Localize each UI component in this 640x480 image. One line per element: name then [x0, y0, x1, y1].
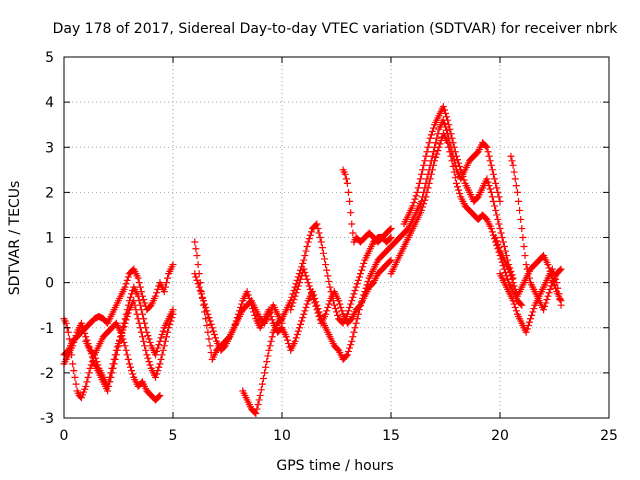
series-arc-4	[82, 283, 177, 395]
chart-title: Day 178 of 2017, Sidereal Day-to-day VTE…	[53, 21, 619, 37]
y-tick-label: 5	[45, 50, 54, 66]
data-markers	[287, 256, 395, 327]
series-arc-7	[239, 315, 286, 417]
series-arc-6	[191, 270, 286, 354]
y-tick-label: -2	[40, 366, 54, 382]
series-arc-16	[496, 265, 565, 336]
series-arc-10	[287, 256, 395, 327]
data-markers	[82, 283, 177, 395]
data-markers	[492, 234, 565, 305]
series-arc-11	[339, 166, 395, 246]
data-markers	[387, 130, 526, 309]
y-tick-label: 4	[45, 95, 54, 111]
data-markers	[191, 270, 286, 354]
x-tick-label: 15	[382, 428, 400, 444]
data-markers	[339, 166, 395, 246]
x-tick-labels: 0 5 10 15 20 25	[60, 428, 618, 444]
series-arc-17	[492, 234, 565, 305]
data-markers	[400, 103, 517, 282]
data-markers	[239, 315, 286, 417]
y-tick-label: 2	[45, 185, 54, 201]
x-tick-label: 5	[169, 428, 178, 444]
y-tick-label: -3	[40, 411, 54, 427]
y-tick-labels: -3 -2 -1 0 1 2 3 4 5	[40, 50, 54, 427]
x-tick-label: 0	[60, 428, 69, 444]
y-tick-label: -1	[40, 321, 54, 337]
x-axis-label: GPS time / hours	[276, 458, 393, 474]
x-tick-label: 25	[600, 428, 618, 444]
x-tick-label: 10	[273, 428, 291, 444]
y-tick-label: 3	[45, 140, 54, 156]
series-arc-13	[387, 130, 526, 309]
x-tick-label: 20	[491, 428, 509, 444]
y-tick-label: 0	[45, 276, 54, 292]
series-arc-14	[400, 103, 517, 282]
y-tick-label: 1	[45, 231, 54, 247]
data-markers	[278, 243, 395, 363]
axis-ticks	[63, 56, 610, 419]
y-axis-label: SDTVAR / TECUs	[7, 181, 23, 296]
data-markers	[496, 265, 565, 336]
series-arc-9	[278, 243, 395, 363]
